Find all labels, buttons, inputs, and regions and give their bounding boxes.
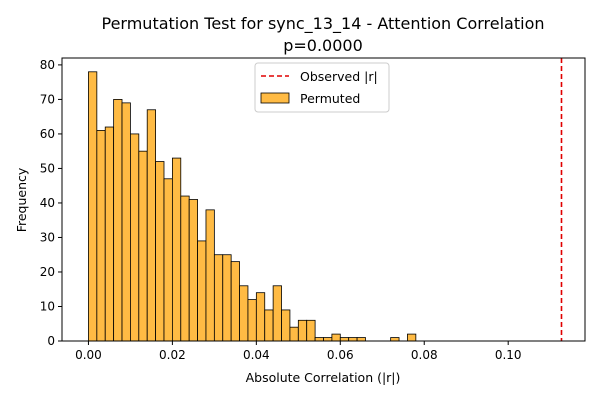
histogram-bar (163, 178, 173, 342)
histogram-bar (264, 309, 274, 342)
x-tick-label: 0.04 (243, 348, 270, 362)
x-tick-label: 0.08 (411, 348, 438, 362)
legend-permuted-swatch (260, 92, 290, 104)
histogram-bar (121, 102, 131, 342)
x-tick-label: 0.00 (75, 348, 102, 362)
histogram-bar (130, 133, 140, 342)
chart-title: Permutation Test for sync_13_14 - Attent… (102, 14, 545, 34)
histogram-bar (138, 150, 148, 342)
histogram-bar (146, 109, 157, 342)
histogram-bar (188, 199, 198, 342)
legend-permuted-label: Permuted (300, 91, 360, 106)
legend-observed-label: Observed |r| (300, 69, 378, 84)
y-tick-label: 20 (40, 265, 55, 279)
y-tick-label: 0 (47, 334, 55, 348)
y-tick-label: 60 (40, 127, 55, 141)
histogram-bar (348, 337, 358, 342)
histogram-bar (171, 157, 182, 342)
histogram-bar (356, 337, 366, 342)
x-tick-label: 0.10 (495, 348, 522, 362)
histogram-bar (314, 337, 324, 342)
histogram-bar (222, 254, 232, 342)
x-axis-ticks: 0.00 0.02 0.04 0.06 0.08 0.10 (75, 341, 522, 362)
histogram-bar (230, 261, 240, 342)
histogram-bar (331, 333, 341, 342)
histogram-bar (272, 285, 282, 342)
histogram-bar (88, 71, 98, 342)
histogram-bar (247, 299, 257, 342)
x-tick-label: 0.02 (159, 348, 186, 362)
y-tick-label: 70 (40, 92, 55, 106)
histogram-bar (205, 209, 215, 342)
y-tick-label: 50 (40, 161, 55, 175)
y-tick-label: 80 (40, 58, 55, 72)
histogram-bar (255, 292, 266, 342)
x-tick-label: 0.06 (327, 348, 354, 362)
histogram-bar (155, 161, 165, 342)
y-tick-label: 40 (40, 196, 55, 210)
y-axis-label: Frequency (14, 167, 29, 232)
y-tick-label: 10 (40, 299, 55, 313)
histogram-bar (96, 130, 106, 342)
histogram-bar (407, 333, 417, 342)
x-axis-label: Absolute Correlation (|r|) (246, 370, 401, 385)
histogram-bar (113, 99, 123, 342)
histogram-bar (104, 126, 115, 342)
y-tick-label: 30 (40, 230, 55, 244)
histogram-bar (213, 254, 224, 342)
histogram-bar (306, 319, 316, 342)
legend: Observed |r| Permuted (254, 62, 390, 113)
plot-frame (61, 57, 586, 342)
histogram-bar (239, 285, 249, 342)
histogram-bar (197, 240, 207, 342)
chart-subtitle: p=0.0000 (283, 36, 363, 55)
y-axis-ticks: 0 10 20 30 40 50 60 70 80 (40, 58, 62, 348)
histogram-bar (323, 337, 333, 342)
histogram-bar (297, 319, 308, 342)
histogram-bar (281, 309, 291, 342)
histogram-bar (289, 326, 299, 342)
histogram-bar (390, 337, 400, 342)
histogram-bar (180, 195, 190, 342)
histogram-bar (339, 337, 350, 342)
